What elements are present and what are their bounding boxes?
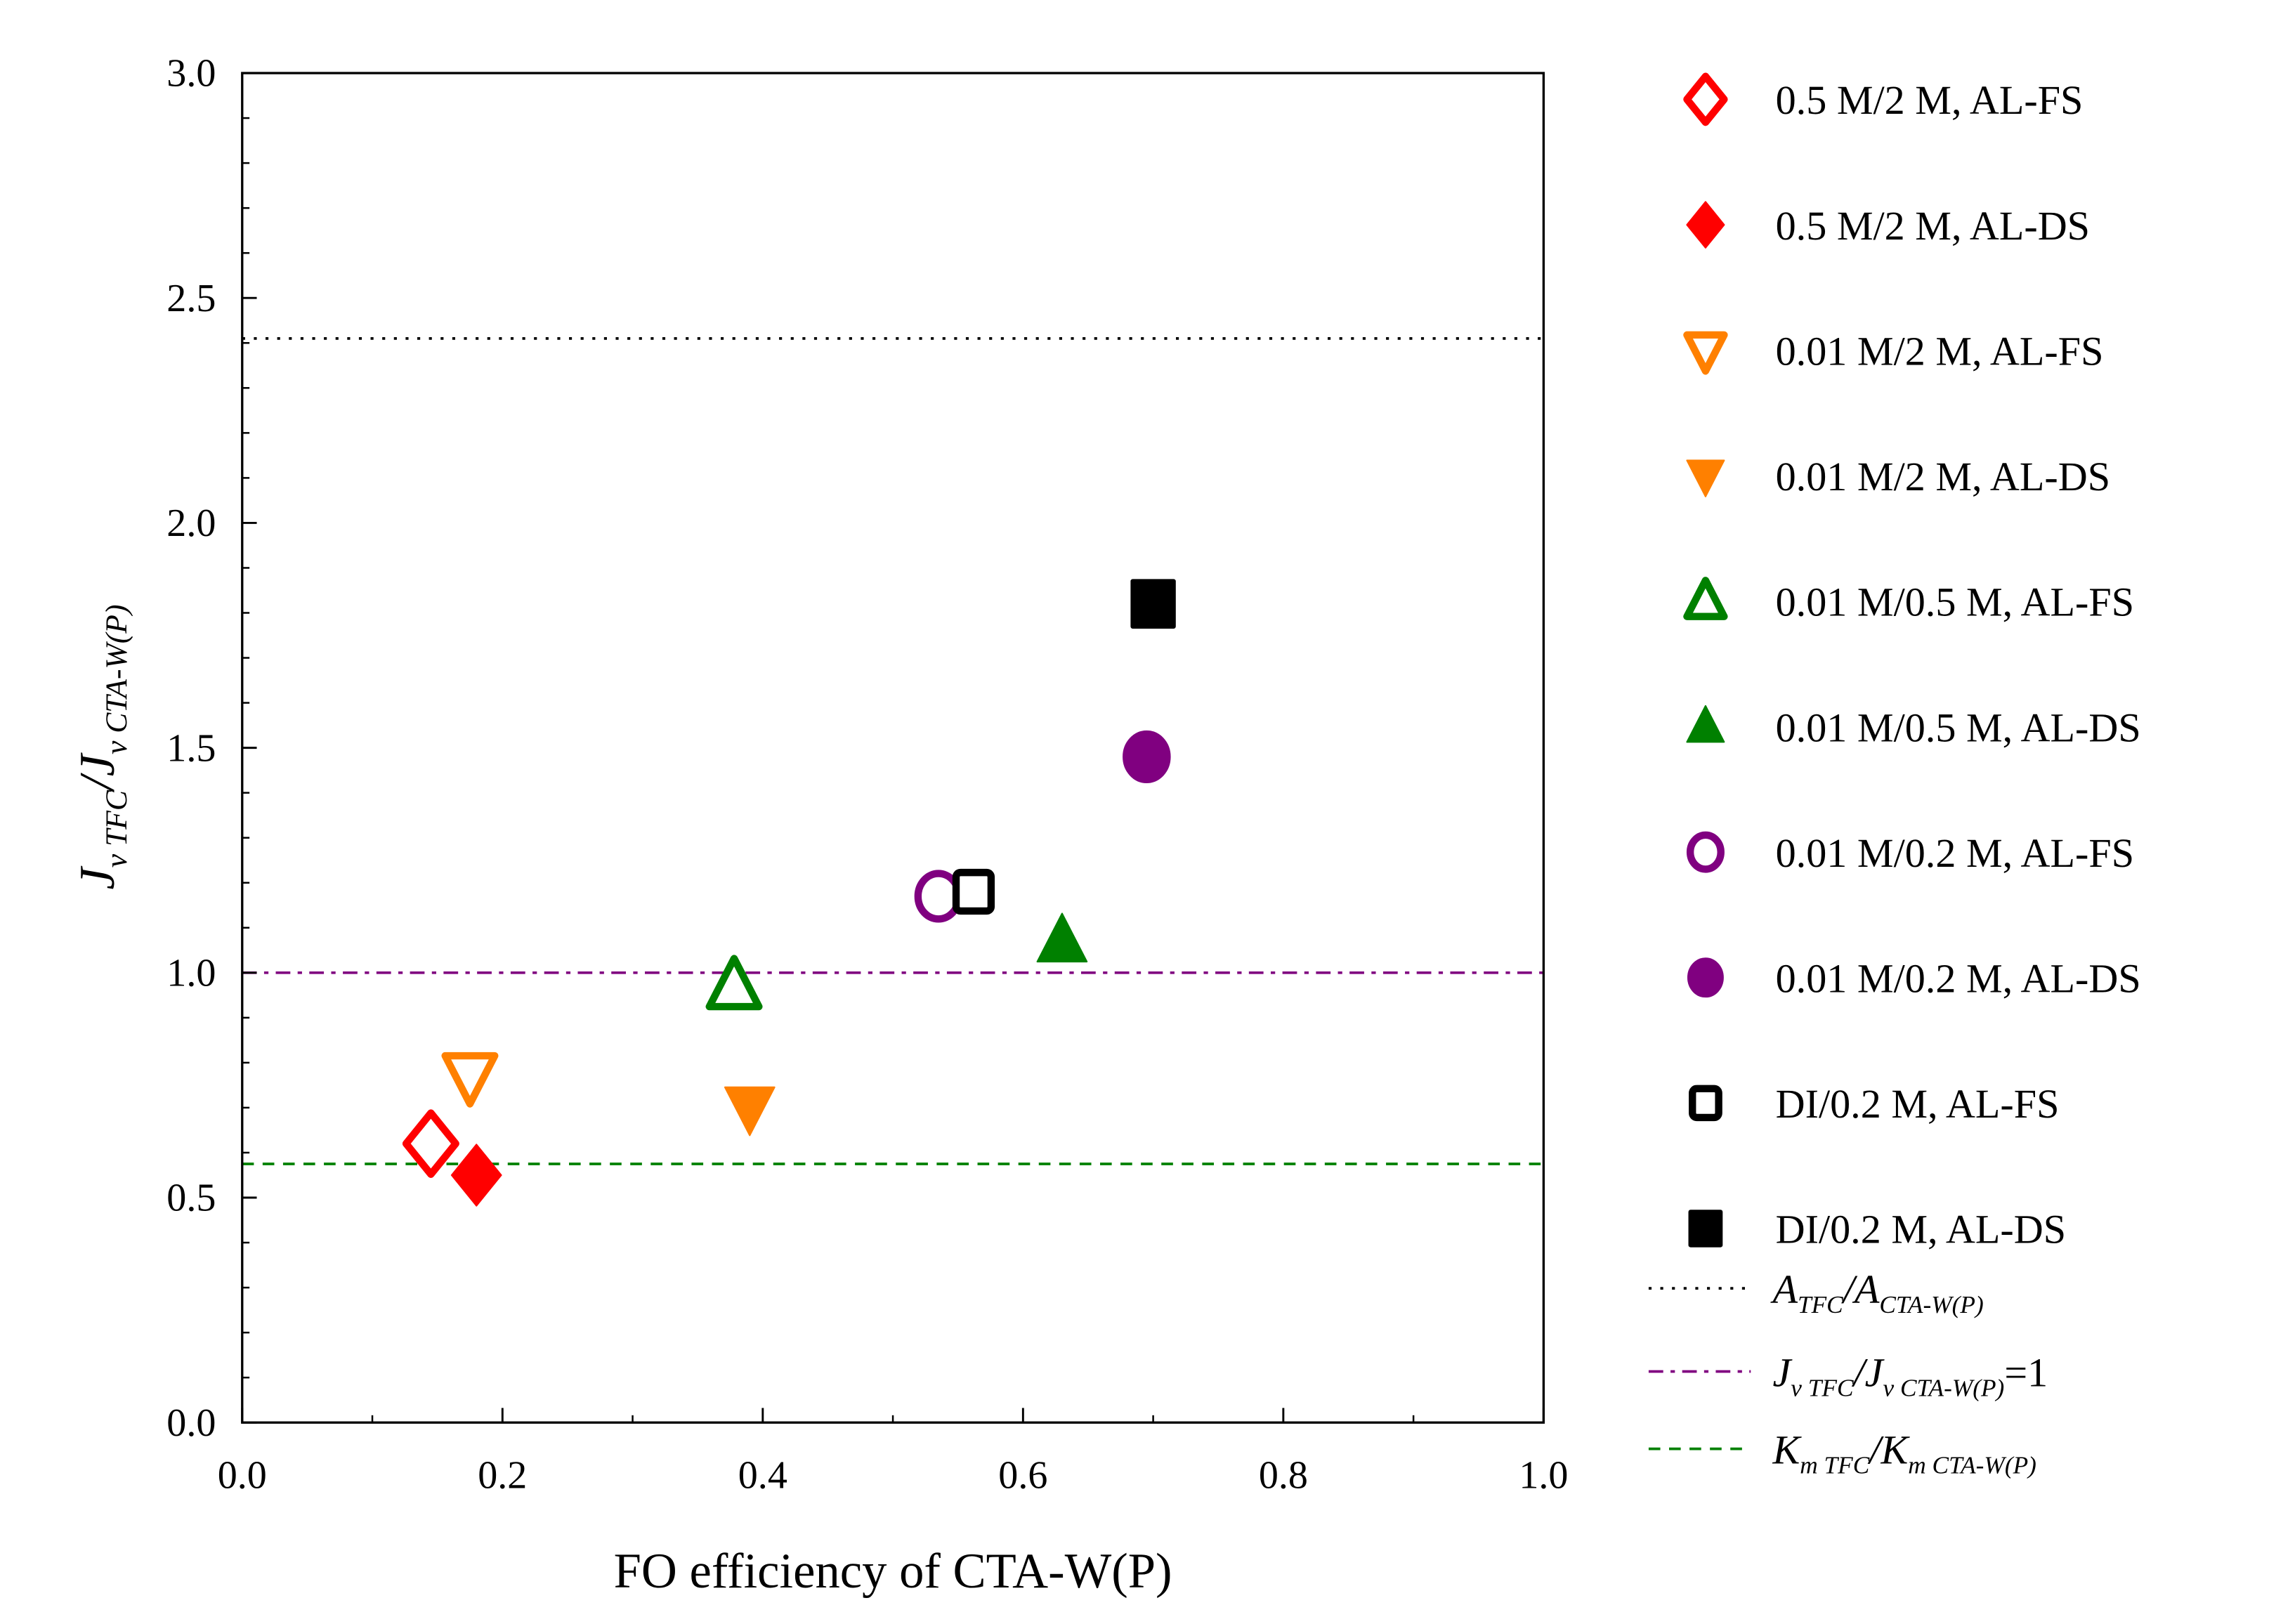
data-points — [402, 579, 1176, 1207]
legend-item: 0.01 M/0.2 M, AL-DS — [1687, 956, 2141, 1002]
legend-label: DI/0.2 M, AL-FS — [1776, 1081, 2060, 1127]
legend-marker-triangle-down — [1686, 459, 1725, 497]
legend-item: DI/0.2 M, AL-FS — [1689, 1081, 2060, 1127]
legend-item: 0.5 M/2 M, AL-FS — [1683, 72, 2084, 126]
y-tick-label: 0.0 — [166, 1401, 216, 1445]
data-point-diamond-filled — [450, 1144, 502, 1207]
legend-item: DI/0.2 M, AL-DS — [1688, 1207, 2066, 1252]
legend-label: 0.01 M/0.5 M, AL-FS — [1776, 579, 2134, 625]
label-part: /J — [1852, 1349, 1885, 1395]
subscript: v TFC — [1791, 1374, 1854, 1401]
subscript: m TFC — [1800, 1451, 1870, 1479]
x-tick-label: 0.2 — [478, 1454, 527, 1498]
label-part: J — [70, 865, 125, 890]
data-point-triangle-up-filled — [1036, 912, 1088, 963]
subscript: m CTA-W(P) — [1908, 1451, 2036, 1479]
data-point-triangle-down-filled — [724, 1086, 776, 1137]
legend-item-reference: Jv TFC/Jv CTA-W(P)=1 — [1648, 1349, 2048, 1401]
y-tick-label: 0.5 — [166, 1177, 216, 1220]
legend-marker-diamond — [1686, 201, 1725, 249]
y-tick-label: 1.5 — [166, 726, 216, 770]
subscript: v TFC — [100, 790, 133, 867]
x-tick-label: 0.6 — [998, 1454, 1047, 1498]
legend-item: 0.01 M/0.2 M, AL-FS — [1686, 830, 2134, 876]
y-tick-label: 2.5 — [166, 277, 216, 320]
label-part: =1 — [2004, 1349, 2048, 1395]
legend-label: Km TFC/Km CTA-W(P) — [1772, 1427, 2036, 1479]
legend-item: 0.01 M/0.5 M, AL-FS — [1683, 577, 2134, 625]
data-point-square-filled — [1130, 579, 1176, 629]
legend-marker-triangle-up — [1683, 577, 1728, 620]
label-part: K — [1772, 1427, 1802, 1472]
label-part: /J — [70, 752, 125, 793]
legend-item: 0.5 M/2 M, AL-DS — [1686, 201, 2090, 249]
x-axis-title: FO efficiency of CTA-W(P) — [614, 1544, 1172, 1599]
subscript: v CTA-W(P) — [1883, 1374, 2004, 1401]
data-point-square-open — [952, 868, 995, 915]
legend-marker-diamond — [1683, 72, 1728, 126]
legend-marker-square — [1688, 1210, 1723, 1248]
subscript: CTA-W(P) — [1879, 1291, 1983, 1318]
x-tick-label: 0.4 — [738, 1454, 787, 1498]
plot-frame — [241, 72, 1545, 1424]
data-point-circle-filled — [1123, 730, 1171, 784]
label-part: /A — [1841, 1266, 1880, 1312]
legend-item-reference: Km TFC/Km CTA-W(P) — [1648, 1427, 2036, 1479]
legend-label: Jv TFC/Jv CTA-W(P)=1 — [1772, 1349, 2048, 1401]
legend-marker-triangle-down — [1683, 331, 1728, 375]
legend-label: 0.5 M/2 M, AL-FS — [1776, 77, 2084, 123]
y-axis-title: Jv TFC/Jv CTA-W(P) — [70, 605, 133, 890]
legend-item: 0.01 M/0.5 M, AL-DS — [1686, 705, 2141, 750]
data-point-triangle-down-open — [441, 1052, 499, 1108]
subscript: TFC — [1798, 1291, 1843, 1318]
x-tick-label: 1.0 — [1519, 1454, 1568, 1498]
axis-ticks: 0.0 0.2 0.4 0.6 0.8 1.0 0.0 0.5 1.0 1.5 2.0 2.5 3.0 — [166, 52, 1568, 1498]
legend-marker-circle — [1686, 831, 1725, 873]
subscript: v CTA-W(P) — [100, 605, 133, 755]
y-tick-label: 3.0 — [166, 52, 216, 96]
legend-label: 0.01 M/2 M, AL-DS — [1776, 454, 2110, 499]
label-part: J — [1772, 1349, 1793, 1395]
legend-item: 0.01 M/2 M, AL-DS — [1686, 454, 2110, 499]
legend-marker-triangle-up — [1686, 705, 1725, 743]
legend-item: 0.01 M/2 M, AL-FS — [1683, 328, 2104, 375]
data-point-triangle-up-open — [705, 955, 763, 1011]
label-part: /K — [1867, 1427, 1910, 1472]
y-tick-label: 1.0 — [166, 952, 216, 995]
x-tick-label: 0.8 — [1259, 1454, 1308, 1498]
legend-label: 0.5 M/2 M, AL-DS — [1776, 203, 2090, 249]
x-tick-label: 0.0 — [218, 1454, 267, 1498]
legend-label: 0.01 M/0.5 M, AL-DS — [1776, 705, 2141, 750]
legend-marker-square — [1689, 1085, 1722, 1122]
legend-label: ATFC/ACTA-W(P) — [1770, 1266, 1983, 1318]
data-point-diamond-open — [402, 1109, 459, 1178]
legend: 0.5 M/2 M, AL-FS 0.5 M/2 M, AL-DS 0.01 M/2… — [1648, 72, 2141, 1479]
reference-lines — [242, 336, 1544, 1165]
legend-label: 0.01 M/0.2 M, AL-DS — [1776, 956, 2141, 1002]
legend-marker-circle — [1687, 957, 1724, 998]
y-tick-label: 2.0 — [166, 502, 216, 545]
legend-label: 0.01 M/2 M, AL-FS — [1776, 328, 2104, 374]
legend-label: DI/0.2 M, AL-DS — [1776, 1207, 2066, 1252]
legend-label: 0.01 M/0.2 M, AL-FS — [1776, 830, 2134, 876]
legend-item-reference: ATFC/ACTA-W(P) — [1648, 1266, 1984, 1318]
label-part: A — [1770, 1266, 1798, 1312]
